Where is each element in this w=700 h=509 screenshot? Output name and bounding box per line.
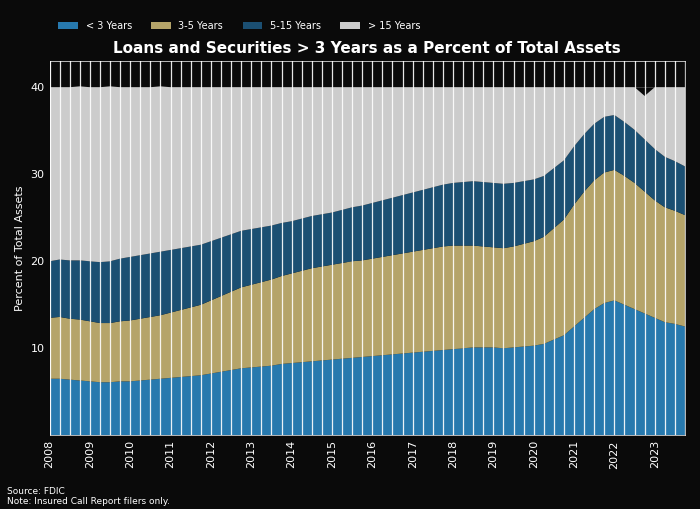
Legend: < 3 Years, 3-5 Years, 5-15 Years, > 15 Years: < 3 Years, 3-5 Years, 5-15 Years, > 15 Y… (55, 17, 424, 35)
Y-axis label: Percent of Total Assets: Percent of Total Assets (15, 185, 25, 311)
Title: Loans and Securities > 3 Years as a Percent of Total Assets: Loans and Securities > 3 Years as a Perc… (113, 41, 621, 56)
Text: Source: FDIC
Note: Insured Call Report filers only.: Source: FDIC Note: Insured Call Report f… (7, 487, 170, 506)
